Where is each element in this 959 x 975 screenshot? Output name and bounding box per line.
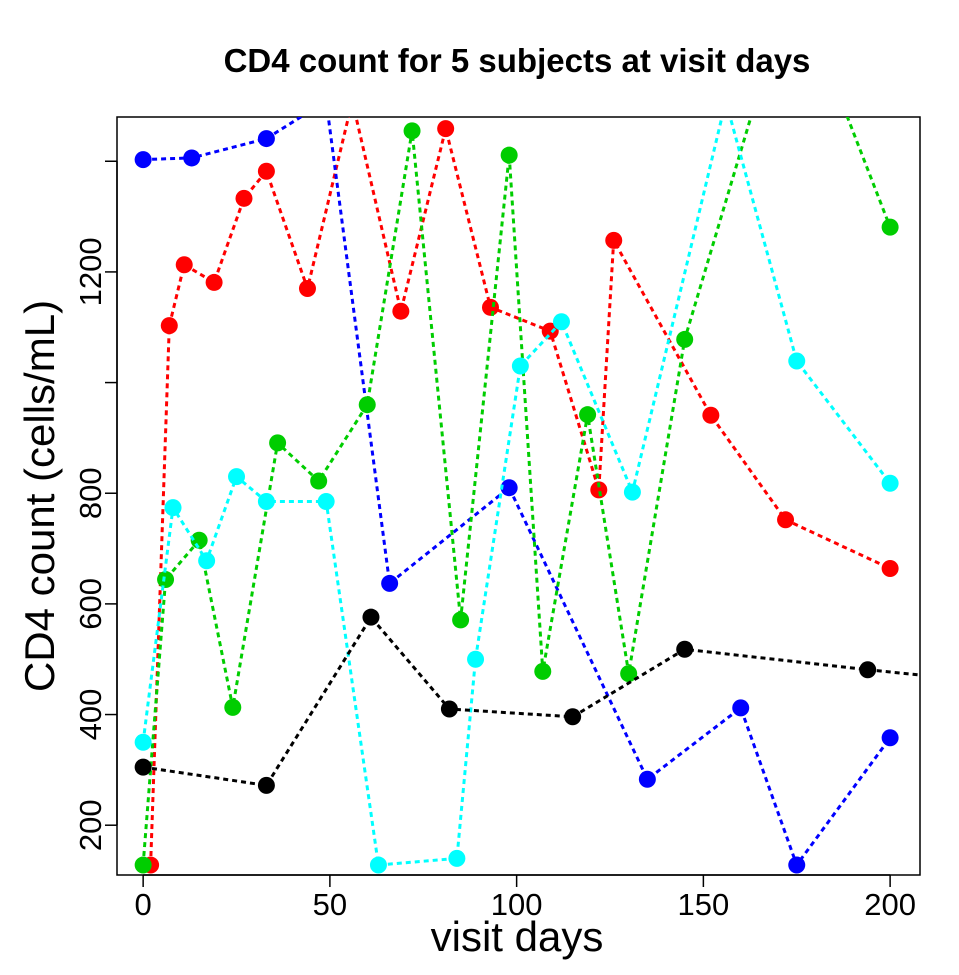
data-point-green (579, 406, 597, 424)
data-point-cyan (134, 733, 152, 751)
data-point-red (590, 481, 608, 499)
data-point-red (392, 302, 410, 320)
y-tick-label: 800 (73, 467, 108, 519)
data-point-blue (732, 699, 750, 717)
data-point-green (157, 571, 175, 589)
data-point-cyan (448, 849, 466, 867)
y-tick-label: 400 (73, 689, 108, 741)
data-point-red (344, 92, 361, 109)
series-line-green (141, 117, 892, 866)
data-point-red (257, 162, 275, 180)
x-axis-label: visit days (431, 913, 604, 960)
series-green (134, 92, 899, 874)
series-layer (134, 92, 920, 874)
data-point-cyan (164, 499, 182, 517)
data-point-red (298, 280, 316, 298)
data-point-cyan (552, 313, 570, 331)
data-point-black (257, 776, 275, 794)
y-tick-label: 1200 (73, 237, 108, 306)
data-point-black (440, 700, 458, 718)
data-point-green (134, 856, 152, 874)
data-point-green (269, 434, 287, 452)
data-point-cyan (317, 493, 335, 511)
data-point-red (605, 231, 623, 249)
y-axis-label: CD4 count (cells/mL) (16, 300, 63, 692)
series-cyan (134, 92, 899, 874)
data-point-cyan (881, 474, 899, 492)
plot-frame (116, 116, 921, 876)
x-tick-label: 200 (864, 887, 916, 922)
data-point-blue (381, 574, 399, 592)
data-point-cyan (717, 92, 734, 109)
data-point-red (205, 273, 223, 291)
series-line-blue (143, 117, 892, 869)
data-point-black (134, 758, 152, 776)
data-point-green (747, 92, 764, 109)
series-line-cyan (141, 117, 892, 867)
x-tick-label: 50 (313, 887, 347, 922)
y-axis: 200 400 600 800 1200 (73, 160, 118, 851)
data-point-cyan (257, 493, 275, 511)
data-point-blue (134, 151, 152, 169)
data-point-black (564, 708, 582, 726)
y-tick-label: 200 (73, 799, 108, 851)
data-point-red (175, 256, 193, 274)
data-point-red (881, 559, 899, 577)
data-point-green (620, 665, 638, 683)
x-axis: 0 50 100 150 200 (135, 874, 916, 922)
x-tick-label: 150 (678, 887, 730, 922)
data-point-red (481, 298, 499, 316)
data-point-blue (881, 729, 899, 747)
data-point-green (676, 330, 694, 348)
data-point-blue (257, 130, 275, 148)
data-point-black (676, 640, 694, 658)
data-point-black (859, 661, 877, 679)
data-point-cyan (467, 650, 485, 668)
data-point-blue (788, 856, 806, 874)
data-point-red (777, 511, 795, 529)
data-point-blue (183, 149, 201, 167)
data-point-cyan (228, 468, 246, 486)
series-blue (134, 92, 899, 874)
data-point-black (362, 608, 380, 626)
data-point-red (541, 322, 559, 340)
series-red (142, 92, 899, 874)
chart-title: CD4 count for 5 subjects at visit days (224, 42, 811, 79)
data-point-blue (500, 479, 518, 497)
data-point-green (452, 611, 470, 629)
data-point-green (881, 218, 899, 236)
data-point-green (403, 122, 421, 140)
series-line-red (149, 117, 891, 866)
data-point-green (224, 698, 242, 716)
data-point-green (833, 94, 850, 111)
series-black (134, 608, 920, 794)
data-point-green (534, 662, 552, 680)
data-point-red (702, 406, 720, 424)
data-point-blue (318, 92, 335, 109)
data-point-cyan (511, 357, 529, 375)
data-point-green (358, 396, 376, 414)
series-line-black (142, 614, 920, 788)
data-point-cyan (369, 856, 387, 874)
data-point-cyan (788, 352, 806, 370)
x-tick-label: 0 (135, 887, 152, 922)
x-tick-label: 100 (491, 887, 543, 922)
data-point-green (500, 146, 518, 164)
data-point-cyan (198, 552, 216, 570)
data-point-blue (638, 770, 656, 788)
y-tick-label: 600 (73, 578, 108, 630)
data-point-red (235, 189, 253, 207)
data-point-red (160, 317, 178, 335)
data-point-cyan (623, 483, 641, 501)
data-point-red (437, 120, 455, 138)
data-point-green (310, 472, 328, 490)
